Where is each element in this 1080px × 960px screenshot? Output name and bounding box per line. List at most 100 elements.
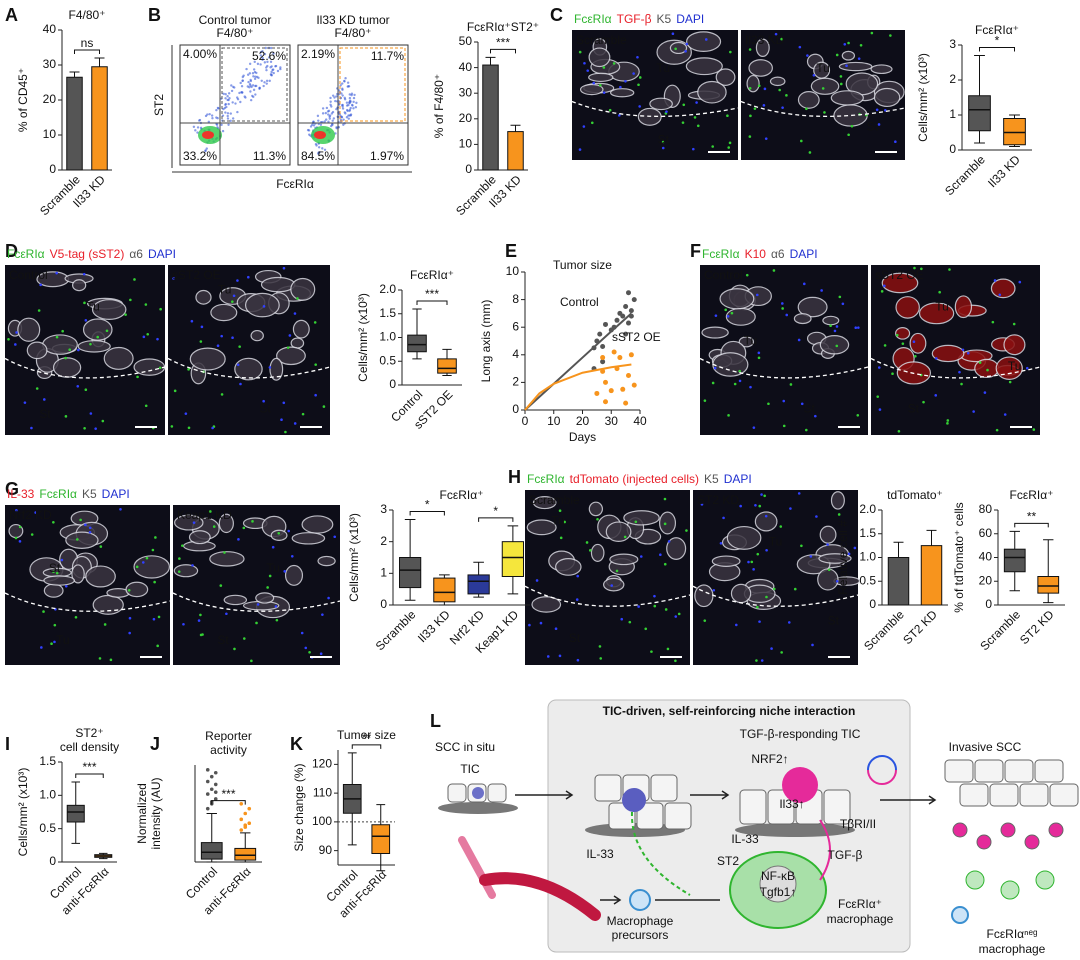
region-label: Tu — [769, 535, 783, 549]
nucleus — [983, 391, 987, 394]
flow-event — [229, 119, 232, 123]
nucleus — [256, 603, 260, 606]
chart-title: FcεRIα⁺ — [975, 23, 1019, 37]
flow-event — [259, 63, 262, 66]
nucleus — [797, 492, 801, 495]
tile-label: sST2 OE — [875, 268, 924, 282]
point — [631, 297, 637, 303]
flow-event — [227, 98, 230, 102]
nucleus — [754, 504, 757, 507]
nucleus — [780, 37, 783, 41]
cell-outline — [276, 346, 306, 366]
flow-event — [352, 100, 355, 104]
outlier — [239, 802, 244, 806]
cell-outline — [715, 68, 736, 86]
y-tick-label: 100 — [312, 814, 332, 828]
nucleus — [34, 511, 37, 514]
flow-event — [240, 85, 244, 88]
nucleus — [220, 334, 223, 338]
nucleus — [64, 584, 68, 588]
point — [628, 352, 634, 358]
nucleus — [781, 302, 784, 305]
nucleus — [83, 426, 86, 430]
quadrant-value: 52.6% — [252, 49, 286, 63]
outlier — [239, 817, 244, 822]
flow-event — [354, 105, 358, 109]
nucleus — [800, 139, 803, 143]
nucleus — [219, 584, 223, 587]
y-axis-label: Size change (%) — [292, 763, 306, 851]
stain-legend: IL-33 FcεRIα K5 DAPI — [7, 487, 130, 501]
nucleus — [274, 605, 278, 608]
nucleus — [894, 140, 897, 144]
chart-title: Tumor size — [553, 258, 612, 272]
nucleus — [82, 272, 86, 276]
nucleus — [539, 621, 543, 625]
x-tick-label: Il33 KD — [985, 152, 1023, 190]
cell-outline — [838, 61, 873, 72]
flow-event — [226, 94, 229, 98]
nucleus — [638, 105, 641, 108]
box — [437, 358, 457, 374]
gate-title: Control tumor — [199, 13, 272, 27]
nucleus — [308, 651, 311, 654]
macrophage — [1035, 870, 1055, 890]
flow-event — [216, 116, 219, 120]
y-axis-label: % of F4/80⁺ — [432, 74, 446, 138]
nucleus — [1012, 322, 1016, 326]
nucleus — [809, 555, 813, 558]
cell-outline — [819, 335, 850, 355]
point — [594, 390, 600, 396]
stain-name: FcεRIα — [39, 487, 77, 501]
whisker — [71, 822, 81, 844]
nucleus — [993, 279, 997, 282]
box — [66, 804, 85, 823]
chart-title: cell density — [60, 740, 119, 754]
nucleus — [199, 613, 202, 617]
flow-event — [263, 81, 266, 84]
nucleus — [880, 290, 884, 293]
nucleus — [585, 541, 589, 544]
stain-name: FcεRIα — [527, 472, 565, 486]
cell-outline — [52, 357, 82, 378]
nucleus — [225, 612, 228, 616]
nucleus — [293, 312, 297, 315]
nucleus — [789, 507, 792, 510]
nucleus — [793, 587, 797, 591]
region-label: Tu — [1008, 359, 1022, 373]
nucleus — [314, 393, 317, 397]
nucleus — [798, 45, 802, 49]
nucleus — [88, 526, 92, 530]
flow-event — [224, 93, 227, 96]
nucleus — [960, 382, 963, 386]
nucleus — [749, 385, 752, 389]
nucleus — [250, 659, 253, 663]
panel-letter: A — [5, 5, 18, 25]
cell-outline — [870, 64, 893, 75]
flow-event — [316, 114, 320, 118]
y-tick-label: 3 — [949, 37, 956, 51]
flow-event — [228, 97, 231, 100]
whisker — [412, 308, 422, 336]
nucleus — [558, 509, 562, 513]
nucleus — [7, 337, 10, 341]
nucleus — [843, 42, 847, 46]
flow-event — [279, 67, 282, 71]
flow-event — [236, 110, 239, 114]
nucleus — [528, 623, 531, 627]
chart-title: FcεRIα⁺ST2⁺ — [467, 20, 539, 34]
nucleus — [674, 615, 678, 618]
cell-outline — [1003, 334, 1026, 356]
point — [626, 320, 631, 326]
cell-outline — [284, 564, 304, 586]
cell-outline — [292, 319, 310, 339]
nucleus — [283, 570, 287, 573]
nucleus — [961, 348, 965, 352]
whisker — [1043, 539, 1054, 577]
nucleus — [61, 329, 64, 333]
nucleus — [55, 571, 59, 575]
flow-event — [347, 85, 351, 88]
flow-event — [334, 99, 337, 103]
cell-outline — [895, 327, 911, 340]
nucleus — [60, 558, 64, 562]
